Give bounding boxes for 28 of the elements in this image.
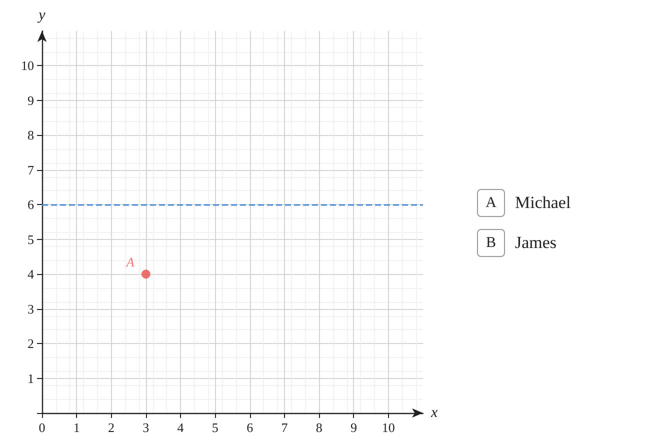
x-tick-label: 7 (281, 420, 288, 435)
x-tick-label: 8 (316, 420, 322, 435)
x-tick-label: 3 (142, 420, 150, 435)
y-tick-label: 7 (28, 162, 34, 178)
x-tick-label: 0 (38, 420, 46, 435)
y-tick-label: 10 (21, 58, 34, 74)
y-tick-label: 8 (28, 128, 34, 143)
text: Michael (515, 193, 571, 213)
series-label: A (125, 254, 134, 270)
text: A (477, 189, 505, 217)
y-axis-title: y (36, 8, 46, 24)
x-tick-label: 4 (177, 420, 184, 435)
y-tick-label: 6 (28, 197, 34, 212)
x-tick-label: 9 (350, 420, 357, 435)
y-tick-label: 2 (28, 336, 34, 352)
y-tick-label: 1 (28, 370, 34, 386)
y-tick-label: 9 (28, 92, 34, 108)
x-tick-label: 10 (382, 420, 395, 435)
text: James (515, 233, 557, 253)
y-tick-label: 4 (28, 266, 34, 282)
x-axis-title: x (430, 405, 438, 421)
y-tick-label: 3 (28, 301, 34, 316)
x-tick-label: 1 (73, 420, 80, 435)
y-tick-label: 5 (28, 232, 34, 247)
x-tick-label: 6 (246, 420, 254, 435)
text: B (477, 229, 505, 257)
x-tick-label: 2 (108, 420, 115, 435)
x-tick-label: 5 (212, 420, 218, 435)
